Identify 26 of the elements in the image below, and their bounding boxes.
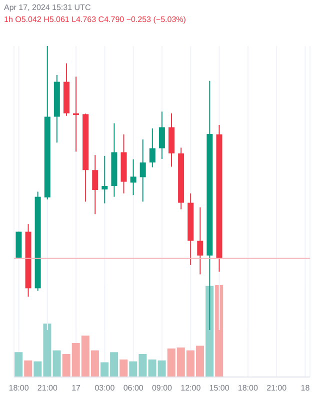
bar <box>52 350 61 377</box>
x-tick-label: 18:00 <box>8 384 30 393</box>
candlestick <box>197 206 204 275</box>
bar <box>24 360 32 377</box>
bar <box>14 352 23 377</box>
x-tick-label: 12:00 <box>180 384 202 393</box>
x-tick-label: 18 <box>300 384 310 393</box>
candlestick <box>158 111 165 160</box>
bar <box>206 286 214 377</box>
candlestick <box>149 128 156 168</box>
x-tick-label: 06:00 <box>123 384 144 393</box>
candlestick <box>92 154 98 215</box>
x-tick-label: 18:00 <box>238 384 258 393</box>
candlestick <box>102 155 108 204</box>
bar <box>215 285 224 377</box>
candlestick <box>130 158 136 196</box>
x-tick-label: 03:00 <box>94 384 116 393</box>
x-tick-label: 21:00 <box>37 384 58 393</box>
candlestick <box>140 138 146 202</box>
text: 1h O5.042 H5.061 L4.763 C4.790 −0.253 (−5.03%) <box>4 14 186 26</box>
x-tick-label: 09:00 <box>152 384 173 393</box>
x-tick-label: 15:00 <box>209 384 230 393</box>
x-tick-label: 21:00 <box>266 384 288 393</box>
bar <box>120 360 128 377</box>
x-tick-label: 17 <box>72 384 82 393</box>
text: Apr 17, 2024 15:31 UTC <box>4 2 92 14</box>
